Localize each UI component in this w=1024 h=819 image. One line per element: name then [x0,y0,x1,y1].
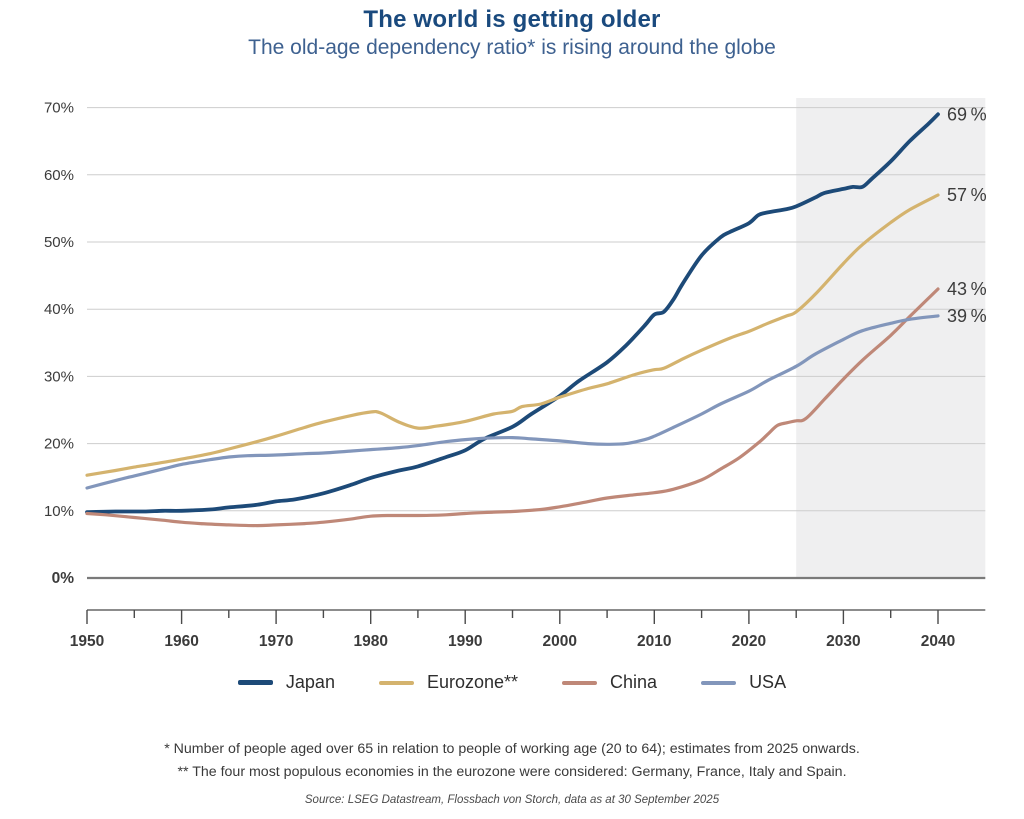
line-usa [85,314,940,490]
end-label-eurozone: 57 % [947,185,987,205]
legend-swatch-china [562,680,598,685]
x-tick-label-2010: 2010 [637,633,671,650]
y-tick-label-60: 60% [44,167,74,184]
x-tick-label-2030: 2030 [826,633,860,650]
x-tick-label-2000: 2000 [543,633,577,650]
footnote-eurozone: ** The four most populous economies in t… [177,764,847,780]
line-china [85,287,940,528]
legend-label-japan: Japan [285,672,335,692]
legend-item-usa: USA [701,672,786,693]
legend-item-china: China [562,672,657,693]
legend-item-japan: Japan [237,672,335,693]
x-tick-label-1980: 1980 [353,633,387,650]
dependency-ratio-line-chart: 70% 60% 50% 40% 30% 20% 10% 0% 69 % 57 % 43 % 39 % 1… [44,98,987,650]
legend-label-usa: USA [749,672,787,692]
y-tick-label-30: 30% [44,368,74,385]
y-tick-label-50: 50% [44,234,74,251]
line-japan [85,112,940,514]
y-tick-label-40: 40% [44,301,74,318]
legend-item-eurozone: Eurozone** [378,672,519,693]
x-tick-label-1960: 1960 [164,633,198,650]
source-note: Source: LSEG Datastream, Flossbach von S… [304,794,720,806]
x-tick-label-1990: 1990 [448,633,482,650]
x-tick-label-2040: 2040 [921,633,955,650]
x-tick-label-1950: 1950 [70,633,104,650]
legend-swatch-japan [237,680,273,685]
line-eurozone [85,193,940,477]
end-label-china: 43 % [947,279,987,299]
x-tick-label-2020: 2020 [732,633,766,650]
legend-label-china: China [610,672,658,692]
legend-swatch-usa [701,680,737,685]
end-label-usa: 39 % [947,306,987,326]
end-label-japan: 69 % [947,104,987,124]
legend-swatch-eurozone [378,680,414,685]
y-tick-label-70: 70% [44,100,74,117]
y-tick-label-10: 10% [44,503,74,520]
chart-title: The world is getting older [363,6,661,33]
x-tick-label-1970: 1970 [259,633,293,650]
footnote-definition: * Number of people aged over 65 in relat… [164,741,860,757]
chart-legend: Japan Eurozone** China USA [0,672,1024,693]
chart-subtitle: The old-age dependency ratio* is rising … [248,36,776,59]
legend-label-eurozone: Eurozone** [426,672,519,692]
y-tick-label-0: 0% [52,570,75,587]
footnotes-block: * Number of people aged over 65 in relat… [0,738,1024,807]
y-tick-label-20: 20% [44,436,74,453]
forecast-region [796,98,986,578]
